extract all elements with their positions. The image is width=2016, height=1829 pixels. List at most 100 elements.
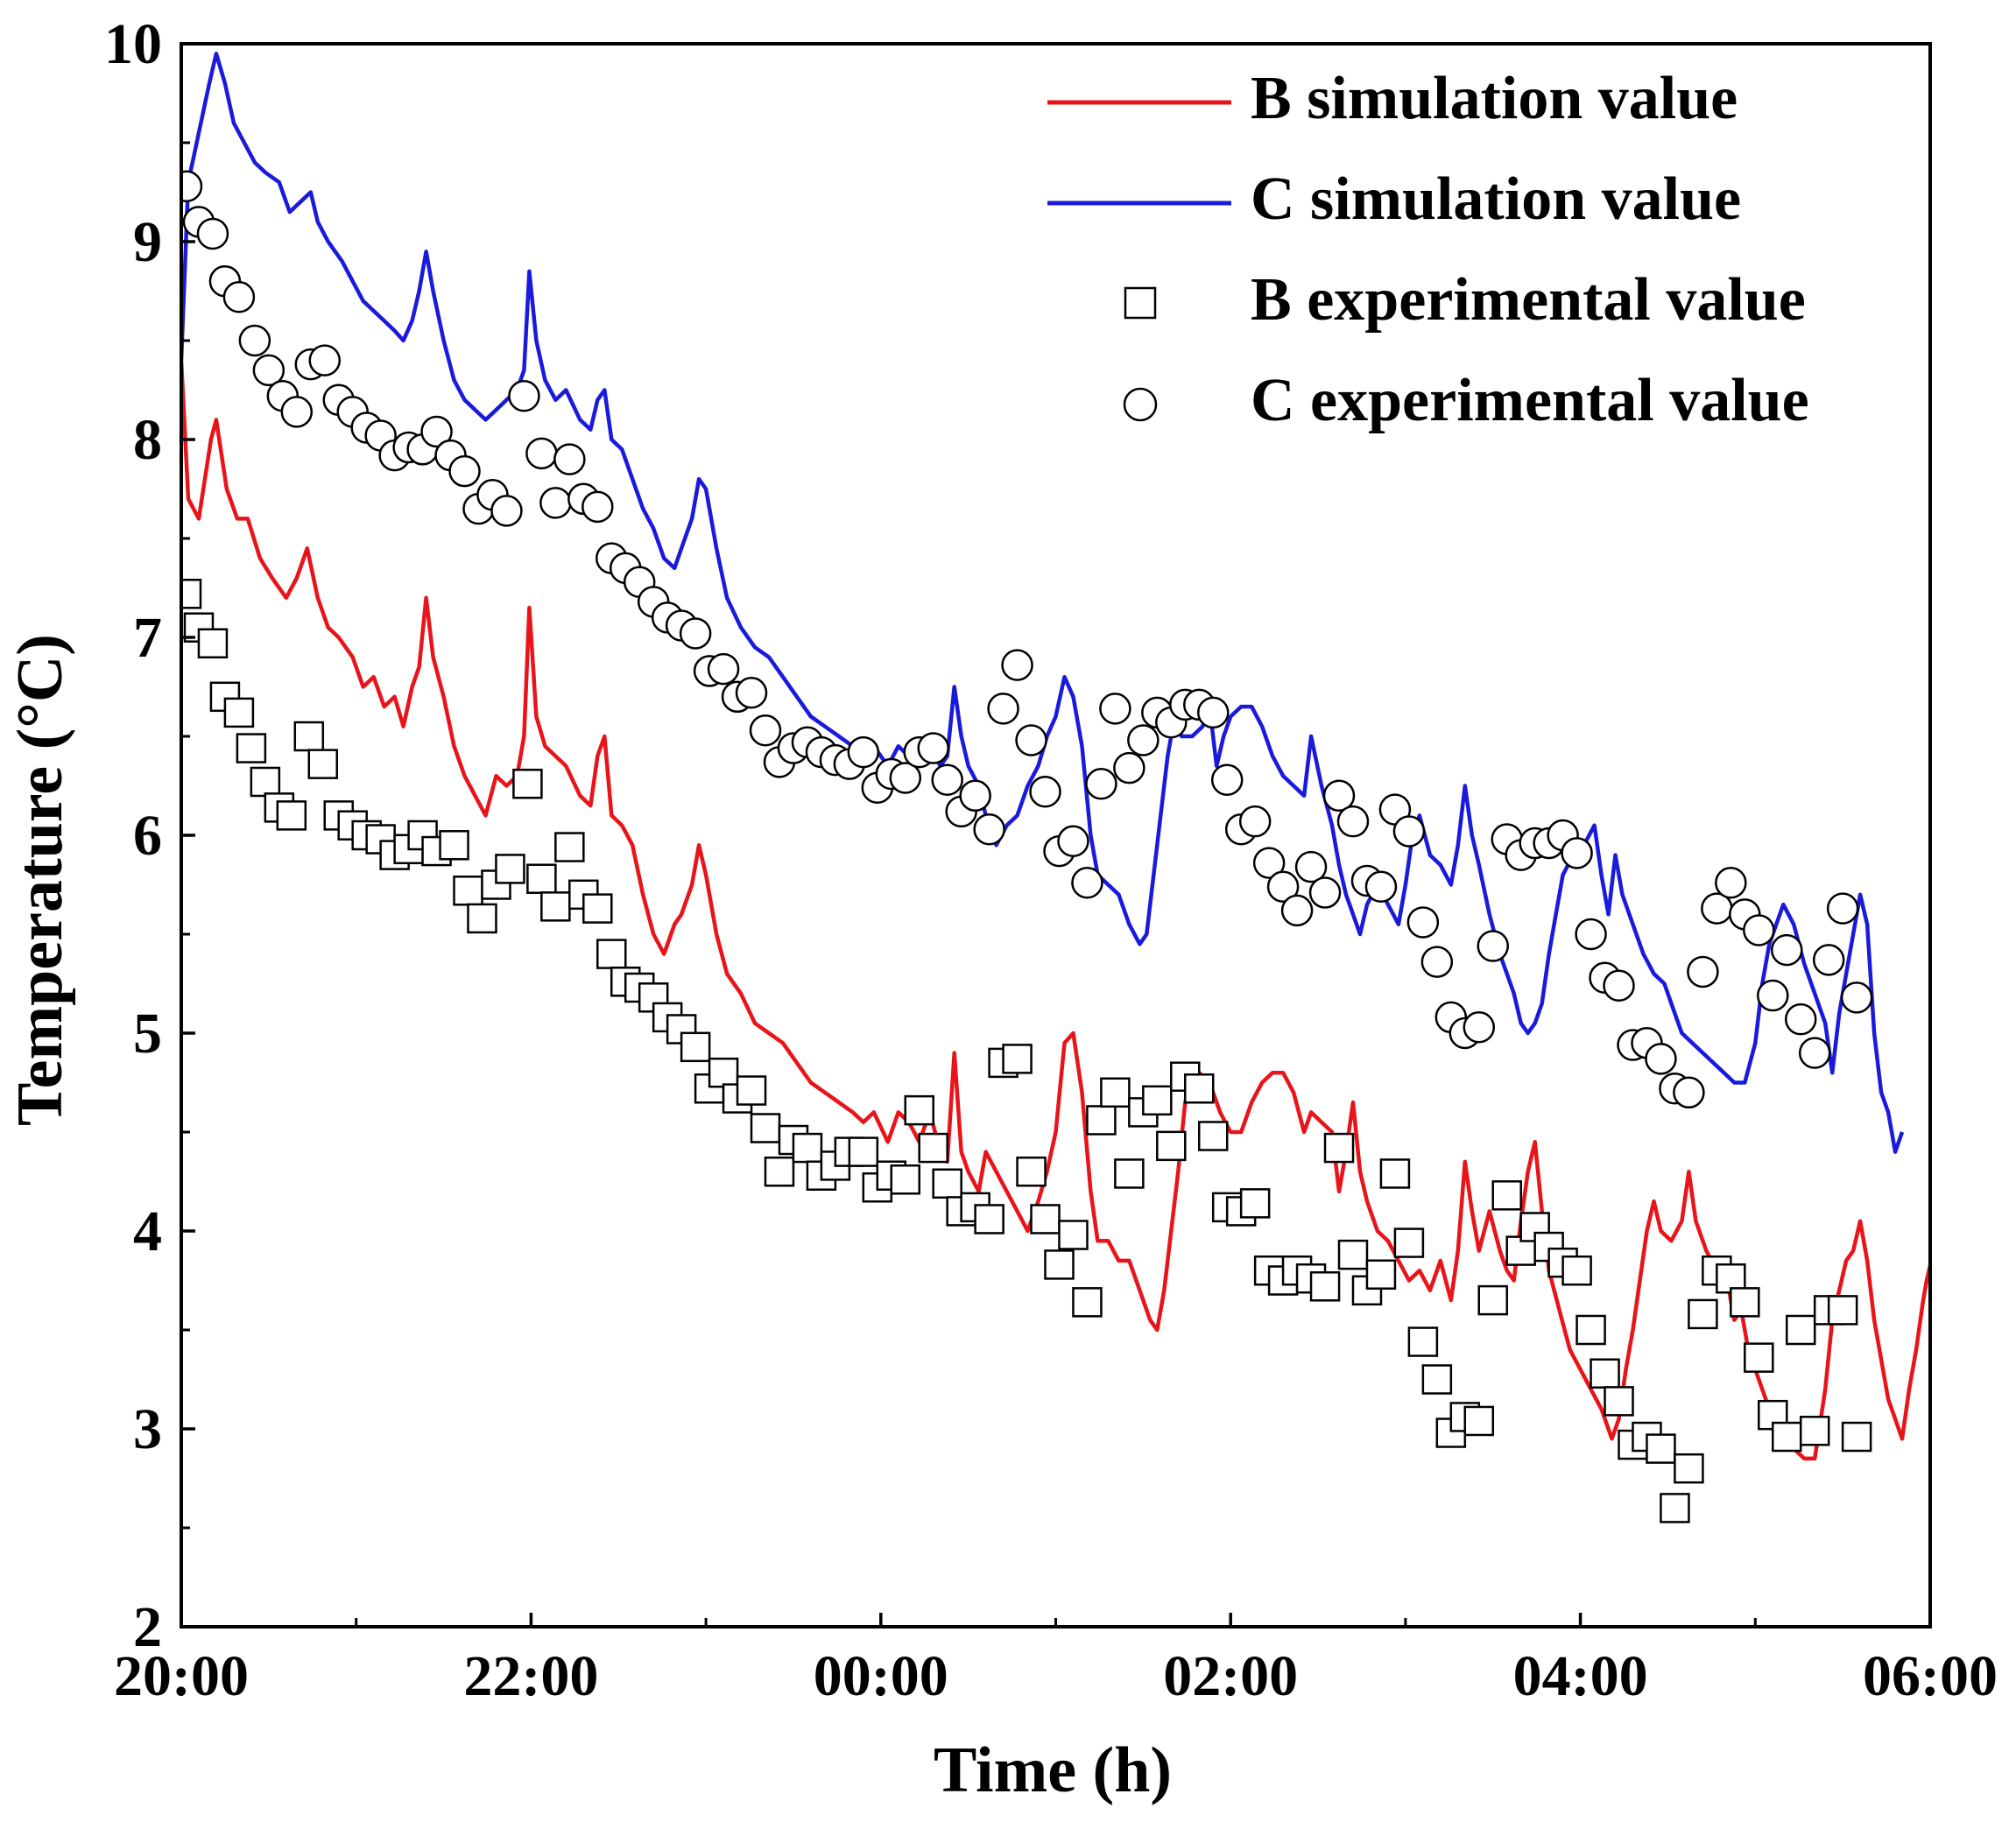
c-experimental-value-point: [1715, 866, 1747, 899]
c-experimental-value-point: [252, 354, 285, 387]
b-experimental-value-point: [750, 1113, 781, 1143]
b-experimental-value-point: [1730, 1287, 1760, 1318]
c-experimental-value-point: [1757, 979, 1789, 1012]
c-experimental-value-point: [238, 324, 271, 357]
c-experimental-value-point: [1687, 955, 1719, 988]
c-experimental-value-point: [508, 380, 540, 412]
b-experimental-value-point: [467, 903, 497, 934]
b-experimental-value-point: [1379, 1158, 1411, 1189]
c-experimental-value-point: [582, 490, 614, 524]
b-experimental-value-point: [764, 1156, 795, 1187]
c-experimental-value-point: [917, 732, 949, 764]
c-experimental-value-point: [1127, 724, 1160, 756]
c-experimental-value-point: [280, 396, 314, 428]
y-tick-label: 4: [133, 1199, 162, 1263]
b-experimental-value-point: [904, 1094, 934, 1126]
b-experimental-value-point: [1072, 1287, 1103, 1318]
b-experimental-value-point: [540, 891, 571, 922]
c-experimental-value-point: [1770, 933, 1803, 967]
x-tick-label: 20:00: [114, 1644, 249, 1708]
b-experimental-value-point: [307, 749, 339, 779]
x-tick-label: 22:00: [463, 1644, 598, 1708]
y-tick-label: 5: [133, 1002, 162, 1066]
b-experimental-value-point: [932, 1168, 962, 1199]
b-experimental-value-point: [1239, 1188, 1271, 1219]
c-experimental-value-point: [847, 735, 880, 769]
c-experimental-value-point: [749, 714, 782, 747]
b-experimental-value-point: [1660, 1493, 1690, 1523]
c-experimental-value-point: [1784, 1002, 1817, 1036]
c-experimental-value-point: [1743, 914, 1775, 946]
b-experimental-value-point: [736, 1075, 767, 1106]
b-experimental-value-point: [1309, 1271, 1341, 1302]
b-experimental-value-point: [1323, 1132, 1355, 1164]
legend-item-c-simulation-value: C simulation value: [1047, 165, 1741, 233]
legend-swatch-b-experimental-value: [1124, 286, 1157, 320]
c-experimental-value-point: [1294, 850, 1328, 883]
c-experimental-value-point: [525, 437, 558, 470]
x-tick-label: 00:00: [814, 1644, 948, 1708]
b-experimental-value-point: [276, 800, 307, 831]
b-experimental-value-point: [1785, 1314, 1816, 1346]
c-experimental-value-point: [1392, 815, 1426, 848]
c-experimental-value-point: [1826, 892, 1859, 925]
legend-swatch-c-experimental-value: [1123, 387, 1158, 422]
b-experimental-value-point: [582, 893, 613, 924]
c-experimental-value-point: [1266, 870, 1300, 904]
c-experimental-value-point: [1477, 930, 1509, 962]
c-experimental-value-point: [1001, 649, 1033, 681]
b-experimental-value-point: [223, 697, 255, 728]
c-experimental-value-point: [1029, 776, 1061, 808]
legend: B simulation value C simulation value B ex…: [1047, 65, 1809, 434]
c-experimental-value-point: [1071, 866, 1103, 899]
c-experimental-value-point: [490, 495, 523, 527]
b-experimental-value-point: [1142, 1085, 1173, 1116]
c-experimental-value-point: [1280, 894, 1314, 927]
c-experimental-value-point: [1057, 825, 1089, 858]
c-experimental-value-point: [196, 217, 229, 250]
b-experimental-value-point: [918, 1132, 948, 1164]
c-experimental-value-point: [1364, 870, 1398, 904]
c-experimental-value-point: [181, 170, 203, 202]
b-experimental-value-point: [1197, 1121, 1229, 1151]
b-experimental-value-point: [1799, 1416, 1830, 1446]
b-experimental-value-point: [1827, 1295, 1858, 1326]
b-experimental-value-point: [1044, 1249, 1075, 1280]
b-experimental-value-point: [848, 1136, 879, 1167]
b-experimental-value-point: [1421, 1364, 1453, 1395]
c-experimental-value-point: [420, 415, 453, 448]
b-experimental-value-point: [1016, 1156, 1047, 1187]
b-experimental-value-point: [512, 768, 543, 799]
b-experimental-value-point: [1841, 1421, 1872, 1453]
b-experimental-value-point: [1114, 1158, 1145, 1189]
c-experimental-value-point: [308, 344, 342, 376]
legend-item-c-experimental-value: C experimental value: [1123, 367, 1809, 434]
b-experimental-value-point: [1674, 1453, 1704, 1484]
c-experimental-value-point: [1113, 751, 1145, 784]
b-experimental-value-point: [495, 854, 525, 884]
b-experimental-value-point: [708, 1057, 739, 1088]
b-experimental-value-point: [1575, 1314, 1606, 1346]
c-experimental-value-point: [539, 487, 572, 519]
c-experimental-value-point: [222, 281, 256, 313]
b-experimental-value-point: [1590, 1358, 1620, 1389]
c-experimental-value-point: [959, 779, 991, 812]
c-experimental-value-point: [1085, 767, 1117, 800]
b-experimental-value-point: [526, 863, 557, 894]
b-experimental-value-point: [974, 1204, 1004, 1235]
y-tick-label: 3: [133, 1397, 162, 1461]
c-experimental-value-point: [1463, 1010, 1496, 1044]
c-experimental-value-point: [1420, 946, 1454, 978]
c-experimental-value-point: [1406, 906, 1440, 939]
x-tick-label: 02:00: [1163, 1644, 1298, 1708]
y-axis-title: Temperature (°C): [4, 634, 76, 1126]
y-tick-label: 7: [133, 606, 162, 670]
b-experimental-value-point: [1688, 1298, 1718, 1330]
c-experimental-value-point: [1603, 969, 1635, 1002]
y-tick-label: 9: [133, 210, 162, 274]
c-experimental-value-point: [1561, 837, 1593, 869]
b-experimental-value-point: [1184, 1073, 1215, 1104]
b-experimental-value-point: [1491, 1180, 1522, 1211]
axes: 20:00 22:00 00:00 02:00 04:00 06:00 2 3 4 5 6 7 8 9 10: [104, 12, 1998, 1708]
